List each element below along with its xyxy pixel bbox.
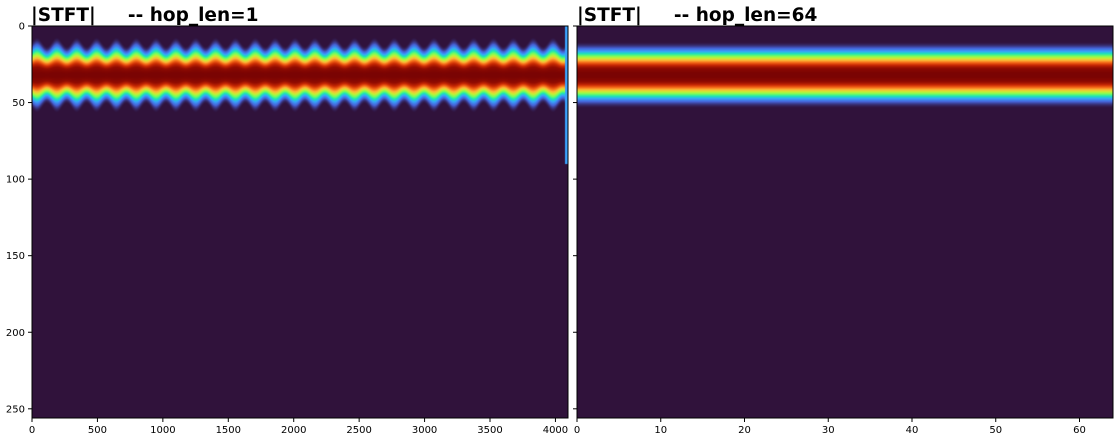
x-tick-label: 3500 <box>477 425 502 436</box>
x-tick-label: 40 <box>906 425 919 436</box>
y-axis-ticks: 0 50 100 150 200 250 <box>6 22 32 415</box>
x-tick-label: 0 <box>29 425 35 436</box>
y-tick-label: 50 <box>12 98 25 109</box>
x-tick-label: 1500 <box>216 425 241 436</box>
y-tick: 200 <box>6 328 32 339</box>
x-tick: 50 <box>989 418 1002 436</box>
y-axis-ticks <box>573 25 577 410</box>
y-tick-label: 100 <box>6 175 25 186</box>
x-tick: 20 <box>738 418 751 436</box>
stft-panel-hop-1: |STFT| -- hop_len=1 0 500 1000 1500 2000 2500… <box>6 5 569 436</box>
x-tick: 30 <box>822 418 835 436</box>
x-tick-label: 60 <box>1073 425 1086 436</box>
x-tick-label: 2000 <box>281 425 306 436</box>
x-tick-label: 500 <box>88 425 107 436</box>
spectrogram-heatmap <box>577 26 1113 418</box>
y-tick: 0 <box>19 22 32 33</box>
x-tick-label: 50 <box>989 425 1002 436</box>
x-tick-label: 3000 <box>412 425 437 436</box>
x-tick: 3000 <box>412 418 437 436</box>
y-tick-label: 250 <box>6 404 25 415</box>
x-tick: 3500 <box>477 418 503 436</box>
x-tick: 4000 <box>543 418 568 436</box>
y-tick: 100 <box>6 175 32 186</box>
x-tick: 40 <box>906 418 919 436</box>
x-axis-ticks: 0 500 1000 1500 2000 2500 3000 3500 4000 <box>29 418 568 436</box>
x-tick-label: 0 <box>574 425 580 436</box>
panel-title: |STFT| -- hop_len=1 <box>31 5 259 26</box>
spectrogram-heatmap <box>32 26 568 418</box>
x-tick: 60 <box>1073 418 1086 436</box>
y-tick-label: 150 <box>6 251 25 262</box>
x-tick-label: 2500 <box>346 425 371 436</box>
y-tick-label: 200 <box>6 328 25 339</box>
x-tick: 0 <box>29 418 35 436</box>
x-tick-label: 10 <box>654 425 667 436</box>
x-tick: 1500 <box>216 418 241 436</box>
x-axis-ticks: 0 10 20 30 40 50 60 <box>574 418 1086 436</box>
x-tick: 500 <box>88 418 107 436</box>
x-tick: 2000 <box>281 418 306 436</box>
x-tick: 10 <box>654 418 667 436</box>
x-tick: 1000 <box>150 418 176 436</box>
x-tick-label: 20 <box>738 425 751 436</box>
stft-panel-hop-64: |STFT| -- hop_len=64 0 10 20 30 40 50 60 <box>573 5 1114 436</box>
plot-frame <box>31 25 569 419</box>
x-tick: 0 <box>574 418 580 436</box>
x-tick: 2500 <box>346 418 372 436</box>
y-tick: 50 <box>12 98 32 109</box>
x-tick-label: 4000 <box>543 425 568 436</box>
x-tick-label: 30 <box>822 425 835 436</box>
plot-frame <box>576 25 1114 419</box>
x-tick-label: 1000 <box>150 425 175 436</box>
y-tick: 250 <box>6 404 32 415</box>
panel-title: |STFT| -- hop_len=64 <box>577 5 818 26</box>
y-tick-label: 0 <box>19 22 25 33</box>
y-tick: 150 <box>6 251 32 262</box>
